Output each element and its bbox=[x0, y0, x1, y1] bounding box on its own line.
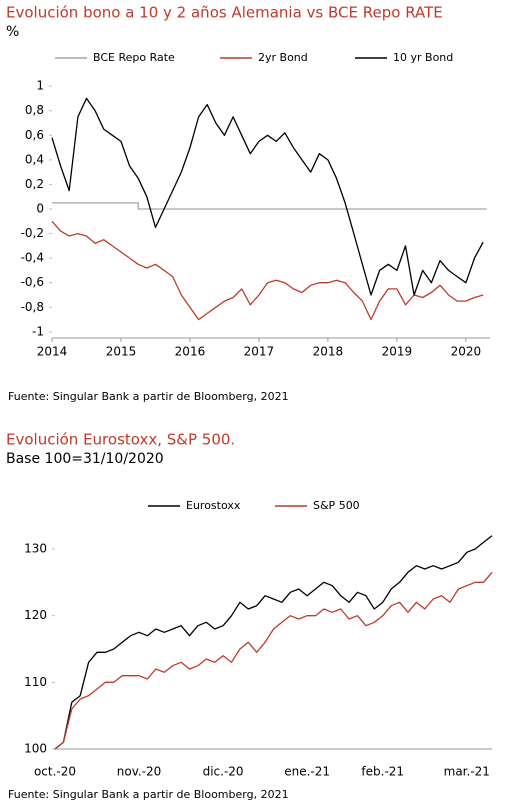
y-tick-label: 0 bbox=[36, 202, 44, 216]
line-series bbox=[51, 97, 484, 296]
x-tick-label: 2020 bbox=[451, 345, 482, 359]
y-tick-label: 0,6 bbox=[25, 128, 44, 142]
y-tick-label: 1 bbox=[36, 79, 44, 93]
legend-label: BCE Repo Rate bbox=[93, 51, 175, 64]
x-tick-label: dic.-20 bbox=[203, 765, 244, 779]
y-tick-label: 0,8 bbox=[25, 103, 44, 117]
x-tick-label: nov.-20 bbox=[117, 765, 162, 779]
y-tick-label: 100 bbox=[24, 742, 47, 756]
source-note: Fuente: Singular Bank a partir de Bloomb… bbox=[8, 390, 289, 403]
x-tick-label: mar.-21 bbox=[444, 765, 490, 779]
legend-label: 10 yr Bond bbox=[393, 51, 453, 64]
y-tick-label: 110 bbox=[24, 675, 47, 689]
y-tick-label: -1 bbox=[32, 324, 44, 338]
x-tick-label: 2019 bbox=[382, 345, 413, 359]
x-tick-label: 2016 bbox=[175, 345, 206, 359]
line-series bbox=[54, 535, 493, 750]
x-tick-label: 2017 bbox=[244, 345, 275, 359]
y-tick-label: -0,6 bbox=[21, 275, 44, 289]
source-note: Fuente: Singular Bank a partir de Bloomb… bbox=[8, 788, 289, 801]
x-tick-label: 2014 bbox=[37, 345, 68, 359]
chart-title: Evolución Eurostoxx, S&P 500. bbox=[6, 431, 235, 449]
chart-subtitle: Base 100=31/10/2020 bbox=[6, 451, 164, 467]
x-tick-label: oct.-20 bbox=[34, 765, 76, 779]
y-tick-label: -0,8 bbox=[21, 300, 44, 314]
y-tick-label: 0,4 bbox=[25, 152, 44, 166]
x-tick-label: ene.-21 bbox=[284, 765, 330, 779]
line-series bbox=[52, 202, 487, 210]
legend-label: Eurostoxx bbox=[186, 499, 241, 512]
y-tick-label: -0,4 bbox=[21, 251, 44, 265]
y-tick-label: 120 bbox=[24, 608, 47, 622]
legend-label: S&P 500 bbox=[313, 499, 360, 512]
x-tick-label: 2018 bbox=[313, 345, 344, 359]
y-tick-label: 130 bbox=[24, 542, 47, 556]
x-tick-label: feb.-21 bbox=[361, 765, 404, 779]
legend-label: 2yr Bond bbox=[258, 51, 308, 64]
line-series bbox=[54, 571, 493, 750]
y-tick-label: -0,2 bbox=[21, 226, 44, 240]
y-tick-label: 0,2 bbox=[25, 177, 44, 191]
chart-subtitle: % bbox=[6, 24, 19, 40]
line-series bbox=[51, 220, 484, 321]
x-tick-label: 2015 bbox=[106, 345, 137, 359]
chart-title: Evolución bono a 10 y 2 años Alemania vs… bbox=[6, 4, 443, 22]
